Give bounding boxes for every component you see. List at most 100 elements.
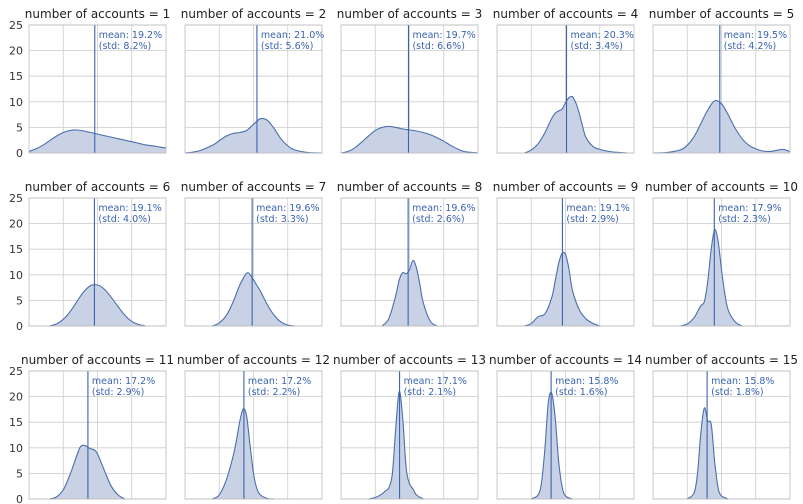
- y-tick-label: 10: [9, 442, 23, 455]
- std-annotation: (std: 3.3%): [256, 214, 308, 225]
- density-area: [49, 445, 125, 499]
- density-area: [524, 96, 628, 153]
- mean-annotation: mean: 21.0%: [261, 30, 324, 41]
- density-area: [653, 100, 790, 153]
- panel-frame: [652, 370, 791, 500]
- panel-frame: [340, 197, 479, 327]
- panel-frame: [28, 24, 167, 154]
- y-tick-label: 15: [9, 243, 23, 256]
- panel-title: number of accounts = 9: [493, 180, 638, 194]
- mean-annotation: mean: 19.6%: [412, 203, 475, 214]
- density-area: [368, 391, 424, 499]
- panel-4: number of accounts = 4 mean: 20.3%(std: 3…: [493, 7, 638, 154]
- std-annotation: (std: 2.9%): [566, 214, 618, 225]
- y-tick-label: 25: [9, 192, 23, 205]
- y-tick-label: 5: [16, 294, 23, 307]
- panel-frame: [652, 24, 791, 154]
- density-line: [524, 95, 628, 154]
- density-line: [340, 125, 479, 154]
- density-area: [185, 118, 322, 153]
- density-area: [382, 260, 437, 326]
- mean-annotation: mean: 17.9%: [718, 203, 781, 214]
- density-area: [680, 229, 742, 326]
- std-annotation: (std: 4.2%): [724, 41, 776, 52]
- y-tick-label: 0: [16, 147, 23, 160]
- density-line: [680, 228, 743, 327]
- panel-title: number of accounts = 15: [645, 353, 798, 367]
- y-tick-label: 20: [9, 391, 23, 404]
- density-line: [686, 407, 729, 500]
- y-tick-label: 5: [16, 467, 23, 480]
- density-area: [341, 126, 478, 153]
- panel-title: number of accounts = 1: [25, 7, 170, 21]
- panel-title: number of accounts = 8: [337, 180, 482, 194]
- y-tick-label: 0: [16, 320, 23, 333]
- density-line: [49, 284, 146, 327]
- std-annotation: (std: 2.2%): [248, 387, 300, 398]
- panel-frame: [652, 197, 791, 327]
- panel-title: number of accounts = 13: [333, 353, 486, 367]
- panel-15: number of accounts = 15 mean: 15.8%(std: …: [645, 353, 798, 500]
- mean-annotation: mean: 17.2%: [92, 376, 155, 387]
- panel-title: number of accounts = 2: [181, 7, 326, 21]
- density-area: [531, 392, 573, 499]
- mean-annotation: mean: 19.5%: [724, 30, 787, 41]
- std-annotation: (std: 8.2%): [99, 41, 151, 52]
- panel-title: number of accounts = 3: [337, 7, 482, 21]
- density-line: [212, 272, 295, 327]
- density-line: [184, 117, 323, 154]
- density-line: [381, 259, 438, 327]
- panel-14: number of accounts = 14 mean: 15.8%(std: …: [489, 353, 642, 500]
- panel-title: number of accounts = 7: [181, 180, 326, 194]
- mean-annotation: mean: 19.1%: [566, 203, 629, 214]
- y-tick-label: 5: [16, 121, 23, 134]
- density-line: [531, 391, 573, 500]
- panel-frame: [184, 197, 323, 327]
- y-tick-label: 20: [9, 218, 23, 231]
- mean-annotation: mean: 19.1%: [98, 203, 161, 214]
- mean-annotation: mean: 19.7%: [412, 30, 475, 41]
- std-annotation: (std: 2.9%): [92, 387, 144, 398]
- panel-1: number of accounts = 1 mean: 19.2%(std: 8…: [9, 7, 170, 160]
- y-tick-label: 25: [9, 19, 23, 32]
- panel-13: number of accounts = 13 mean: 17.1%(std: …: [333, 353, 486, 500]
- std-annotation: (std: 1.6%): [555, 387, 607, 398]
- mean-annotation: mean: 19.2%: [99, 30, 162, 41]
- panel-frame: [340, 370, 479, 500]
- panel-frame: [340, 24, 479, 154]
- y-tick-label: 10: [9, 269, 23, 282]
- y-tick-label: 0: [16, 493, 23, 504]
- panel-frame: [496, 24, 635, 154]
- std-annotation: (std: 5.6%): [261, 41, 313, 52]
- mean-annotation: mean: 17.2%: [248, 376, 311, 387]
- density-area: [49, 284, 146, 326]
- density-line: [49, 444, 126, 500]
- panel-2: number of accounts = 2 mean: 21.0%(std: 5…: [181, 7, 326, 154]
- y-tick-label: 15: [9, 70, 23, 83]
- panel-title: number of accounts = 10: [645, 180, 798, 194]
- panel-frame: [184, 24, 323, 154]
- std-annotation: (std: 1.8%): [711, 387, 763, 398]
- density-line: [652, 99, 791, 154]
- mean-annotation: mean: 19.6%: [256, 203, 319, 214]
- panel-10: number of accounts = 10 mean: 17.9%(std: …: [645, 180, 798, 327]
- y-tick-label: 10: [9, 96, 23, 109]
- density-line: [368, 390, 424, 500]
- y-tick-label: 15: [9, 416, 23, 429]
- panel-6: number of accounts = 6 mean: 19.1%(std: 4…: [9, 180, 170, 333]
- std-annotation: (std: 6.6%): [412, 41, 464, 52]
- mean-annotation: mean: 20.3%: [571, 30, 634, 41]
- std-annotation: (std: 2.6%): [412, 214, 464, 225]
- panel-frame: [28, 370, 167, 500]
- panel-frame: [496, 370, 635, 500]
- mean-annotation: mean: 15.8%: [555, 376, 618, 387]
- panel-title: number of accounts = 4: [493, 7, 638, 21]
- panel-frame: [184, 370, 323, 500]
- panel-frame: [496, 197, 635, 327]
- mean-annotation: mean: 17.1%: [404, 376, 467, 387]
- std-annotation: (std: 3.4%): [571, 41, 623, 52]
- y-tick-label: 20: [9, 45, 23, 58]
- panel-title: number of accounts = 6: [25, 180, 170, 194]
- std-annotation: (std: 2.3%): [718, 214, 770, 225]
